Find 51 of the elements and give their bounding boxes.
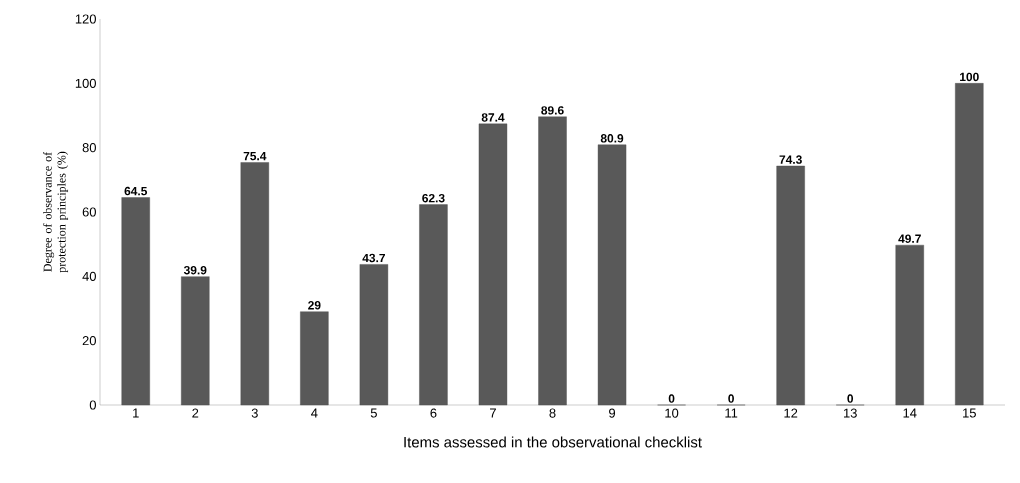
bar (419, 204, 448, 406)
data-label: 100 (960, 72, 979, 82)
bar (597, 144, 627, 406)
y-tick-label: 0 (89, 400, 96, 410)
y-axis-title: Degree of observance of protection principles (%) (43, 151, 69, 273)
data-label: 89.6 (541, 106, 564, 115)
x-tick-label: 2 (192, 408, 199, 418)
y-tick-label: 100 (75, 78, 96, 88)
bar (240, 162, 269, 406)
bar (955, 83, 984, 406)
y-tick-label: 80 (82, 143, 96, 153)
data-label: 74.3 (779, 155, 802, 164)
x-tick-label: 6 (430, 408, 437, 418)
y-tick-label: 120 (75, 14, 96, 24)
x-tick-label: 9 (609, 408, 616, 418)
bar (538, 116, 567, 406)
data-label: 0 (668, 394, 675, 403)
x-tick-label: 1 (133, 408, 139, 418)
x-tick-label: 10 (665, 408, 679, 418)
x-tick-label: 15 (963, 408, 976, 418)
bar (181, 276, 210, 406)
x-tick-label: 11 (725, 408, 738, 418)
x-axis-title: Items assessed in the observational checklist (404, 436, 702, 448)
data-label: 62.3 (422, 193, 445, 203)
bar (300, 311, 329, 406)
bar (359, 264, 389, 406)
data-label: 0 (847, 394, 854, 403)
y-tick-label: 20 (82, 336, 96, 346)
x-tick-label: 4 (311, 408, 318, 418)
bar (121, 197, 150, 406)
x-tick-label: 13 (843, 408, 857, 418)
bar (895, 244, 924, 406)
x-tick-label: 14 (903, 408, 917, 418)
data-label: 87.4 (481, 113, 505, 122)
bar (776, 165, 805, 406)
x-tick-label: 8 (549, 408, 556, 418)
data-label: 0 (728, 394, 734, 403)
x-tick-label: 3 (251, 408, 258, 418)
data-label: 80.9 (600, 134, 624, 143)
data-label: 39.9 (183, 265, 207, 275)
x-tick-label: 7 (490, 408, 496, 418)
y-tick-label: 40 (82, 271, 96, 281)
data-label: 49.7 (898, 234, 921, 243)
y-tick-label: 60 (82, 207, 96, 217)
x-tick-label: 12 (784, 408, 798, 418)
data-label: 75.4 (243, 151, 267, 161)
data-label: 43.7 (362, 253, 385, 263)
x-tick-label: 5 (370, 408, 377, 418)
data-label: 64.5 (124, 186, 148, 196)
bar (478, 123, 508, 406)
data-label: 29 (308, 301, 321, 310)
